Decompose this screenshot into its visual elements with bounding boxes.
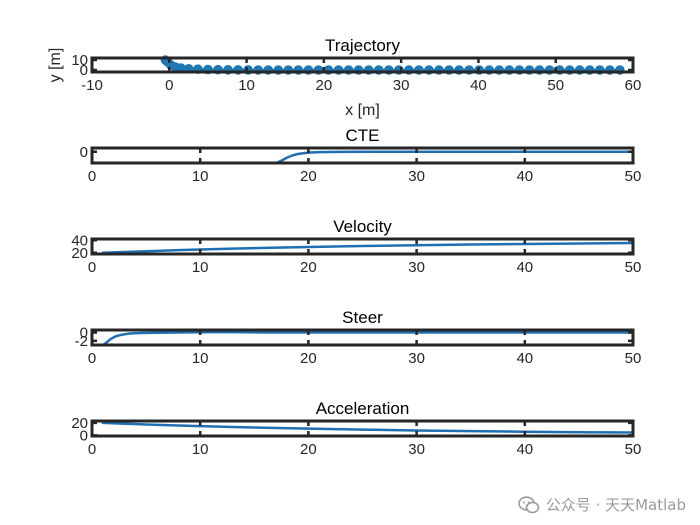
x-tick-label: 50 bbox=[547, 77, 564, 94]
series-line-steer bbox=[101, 330, 633, 345]
x-tick-label: 20 bbox=[300, 441, 317, 458]
subplot-cte: CTE 0 10 20 30 40 50 0 bbox=[80, 126, 642, 185]
data-point bbox=[176, 63, 186, 73]
x-tick-label: 20 bbox=[300, 350, 317, 367]
axes-frame bbox=[90, 56, 635, 74]
x-tick-label: 50 bbox=[625, 259, 642, 276]
chart-title: Velocity bbox=[333, 217, 392, 236]
y-axis-label: y [m] bbox=[47, 48, 64, 83]
axes-frame bbox=[90, 328, 635, 347]
chart-title: Acceleration bbox=[316, 399, 410, 418]
x-tick-label: 30 bbox=[408, 441, 425, 458]
y-tick-label: 0 bbox=[80, 62, 88, 79]
x-tick-label: 30 bbox=[408, 350, 425, 367]
x-tick-label: 10 bbox=[192, 441, 209, 458]
chart-title: Steer bbox=[342, 308, 383, 327]
y-tick-label: -2 bbox=[75, 333, 88, 350]
x-tick-label: 20 bbox=[316, 77, 333, 94]
x-tick-label: 0 bbox=[88, 350, 96, 367]
x-tick-label: 40 bbox=[516, 259, 533, 276]
watermark: 公众号 · 天天Matlab bbox=[517, 494, 686, 515]
axes-frame bbox=[90, 146, 635, 165]
y-tick-label: 20 bbox=[71, 415, 88, 432]
x-tick-label: 30 bbox=[408, 259, 425, 276]
x-tick-label: 50 bbox=[625, 168, 642, 185]
x-tick-label: 0 bbox=[88, 168, 96, 185]
series-line-cte bbox=[274, 150, 633, 163]
x-tick-label: 40 bbox=[470, 77, 487, 94]
y-tick-label: 20 bbox=[71, 245, 88, 262]
y-tick-label: 0 bbox=[80, 427, 88, 444]
chart-title: Trajectory bbox=[325, 36, 400, 55]
series-line-velocity bbox=[101, 241, 633, 254]
y-tick-label: 0 bbox=[80, 144, 88, 161]
x-tick-label: 40 bbox=[516, 168, 533, 185]
x-tick-label: 0 bbox=[165, 77, 173, 94]
axes-frame bbox=[90, 419, 635, 438]
x-tick-label: 40 bbox=[516, 350, 533, 367]
series-line-acceleration bbox=[101, 421, 633, 434]
x-tick-label: 20 bbox=[300, 259, 317, 276]
x-tick-label: 20 bbox=[300, 168, 317, 185]
y-tick-label: 0 bbox=[80, 325, 88, 342]
x-tick-label: -10 bbox=[81, 77, 103, 94]
x-axis-label: x [m] bbox=[345, 102, 380, 119]
subplot-steer: Steer 0 10 20 30 40 50 -20 bbox=[75, 308, 642, 367]
x-tick-label: 40 bbox=[516, 441, 533, 458]
x-tick-label: 30 bbox=[393, 77, 410, 94]
y-tick-label: 40 bbox=[71, 232, 88, 249]
x-tick-label: 0 bbox=[88, 259, 96, 276]
x-tick-label: 30 bbox=[408, 168, 425, 185]
y-tick-label: 10 bbox=[71, 52, 88, 69]
axes-frame bbox=[90, 237, 635, 256]
watermark-text: 公众号 · 天天Matlab bbox=[545, 496, 686, 514]
x-tick-label: 50 bbox=[625, 350, 642, 367]
x-tick-label: 10 bbox=[192, 350, 209, 367]
x-tick-label: 50 bbox=[625, 441, 642, 458]
x-tick-label: 60 bbox=[625, 77, 642, 94]
x-tick-label: 10 bbox=[192, 259, 209, 276]
x-tick-label: 10 bbox=[192, 168, 209, 185]
x-tick-label: 0 bbox=[88, 441, 96, 458]
wechat-icon bbox=[517, 495, 540, 513]
x-tick-label: 10 bbox=[238, 77, 255, 94]
chart-title: CTE bbox=[346, 126, 380, 145]
